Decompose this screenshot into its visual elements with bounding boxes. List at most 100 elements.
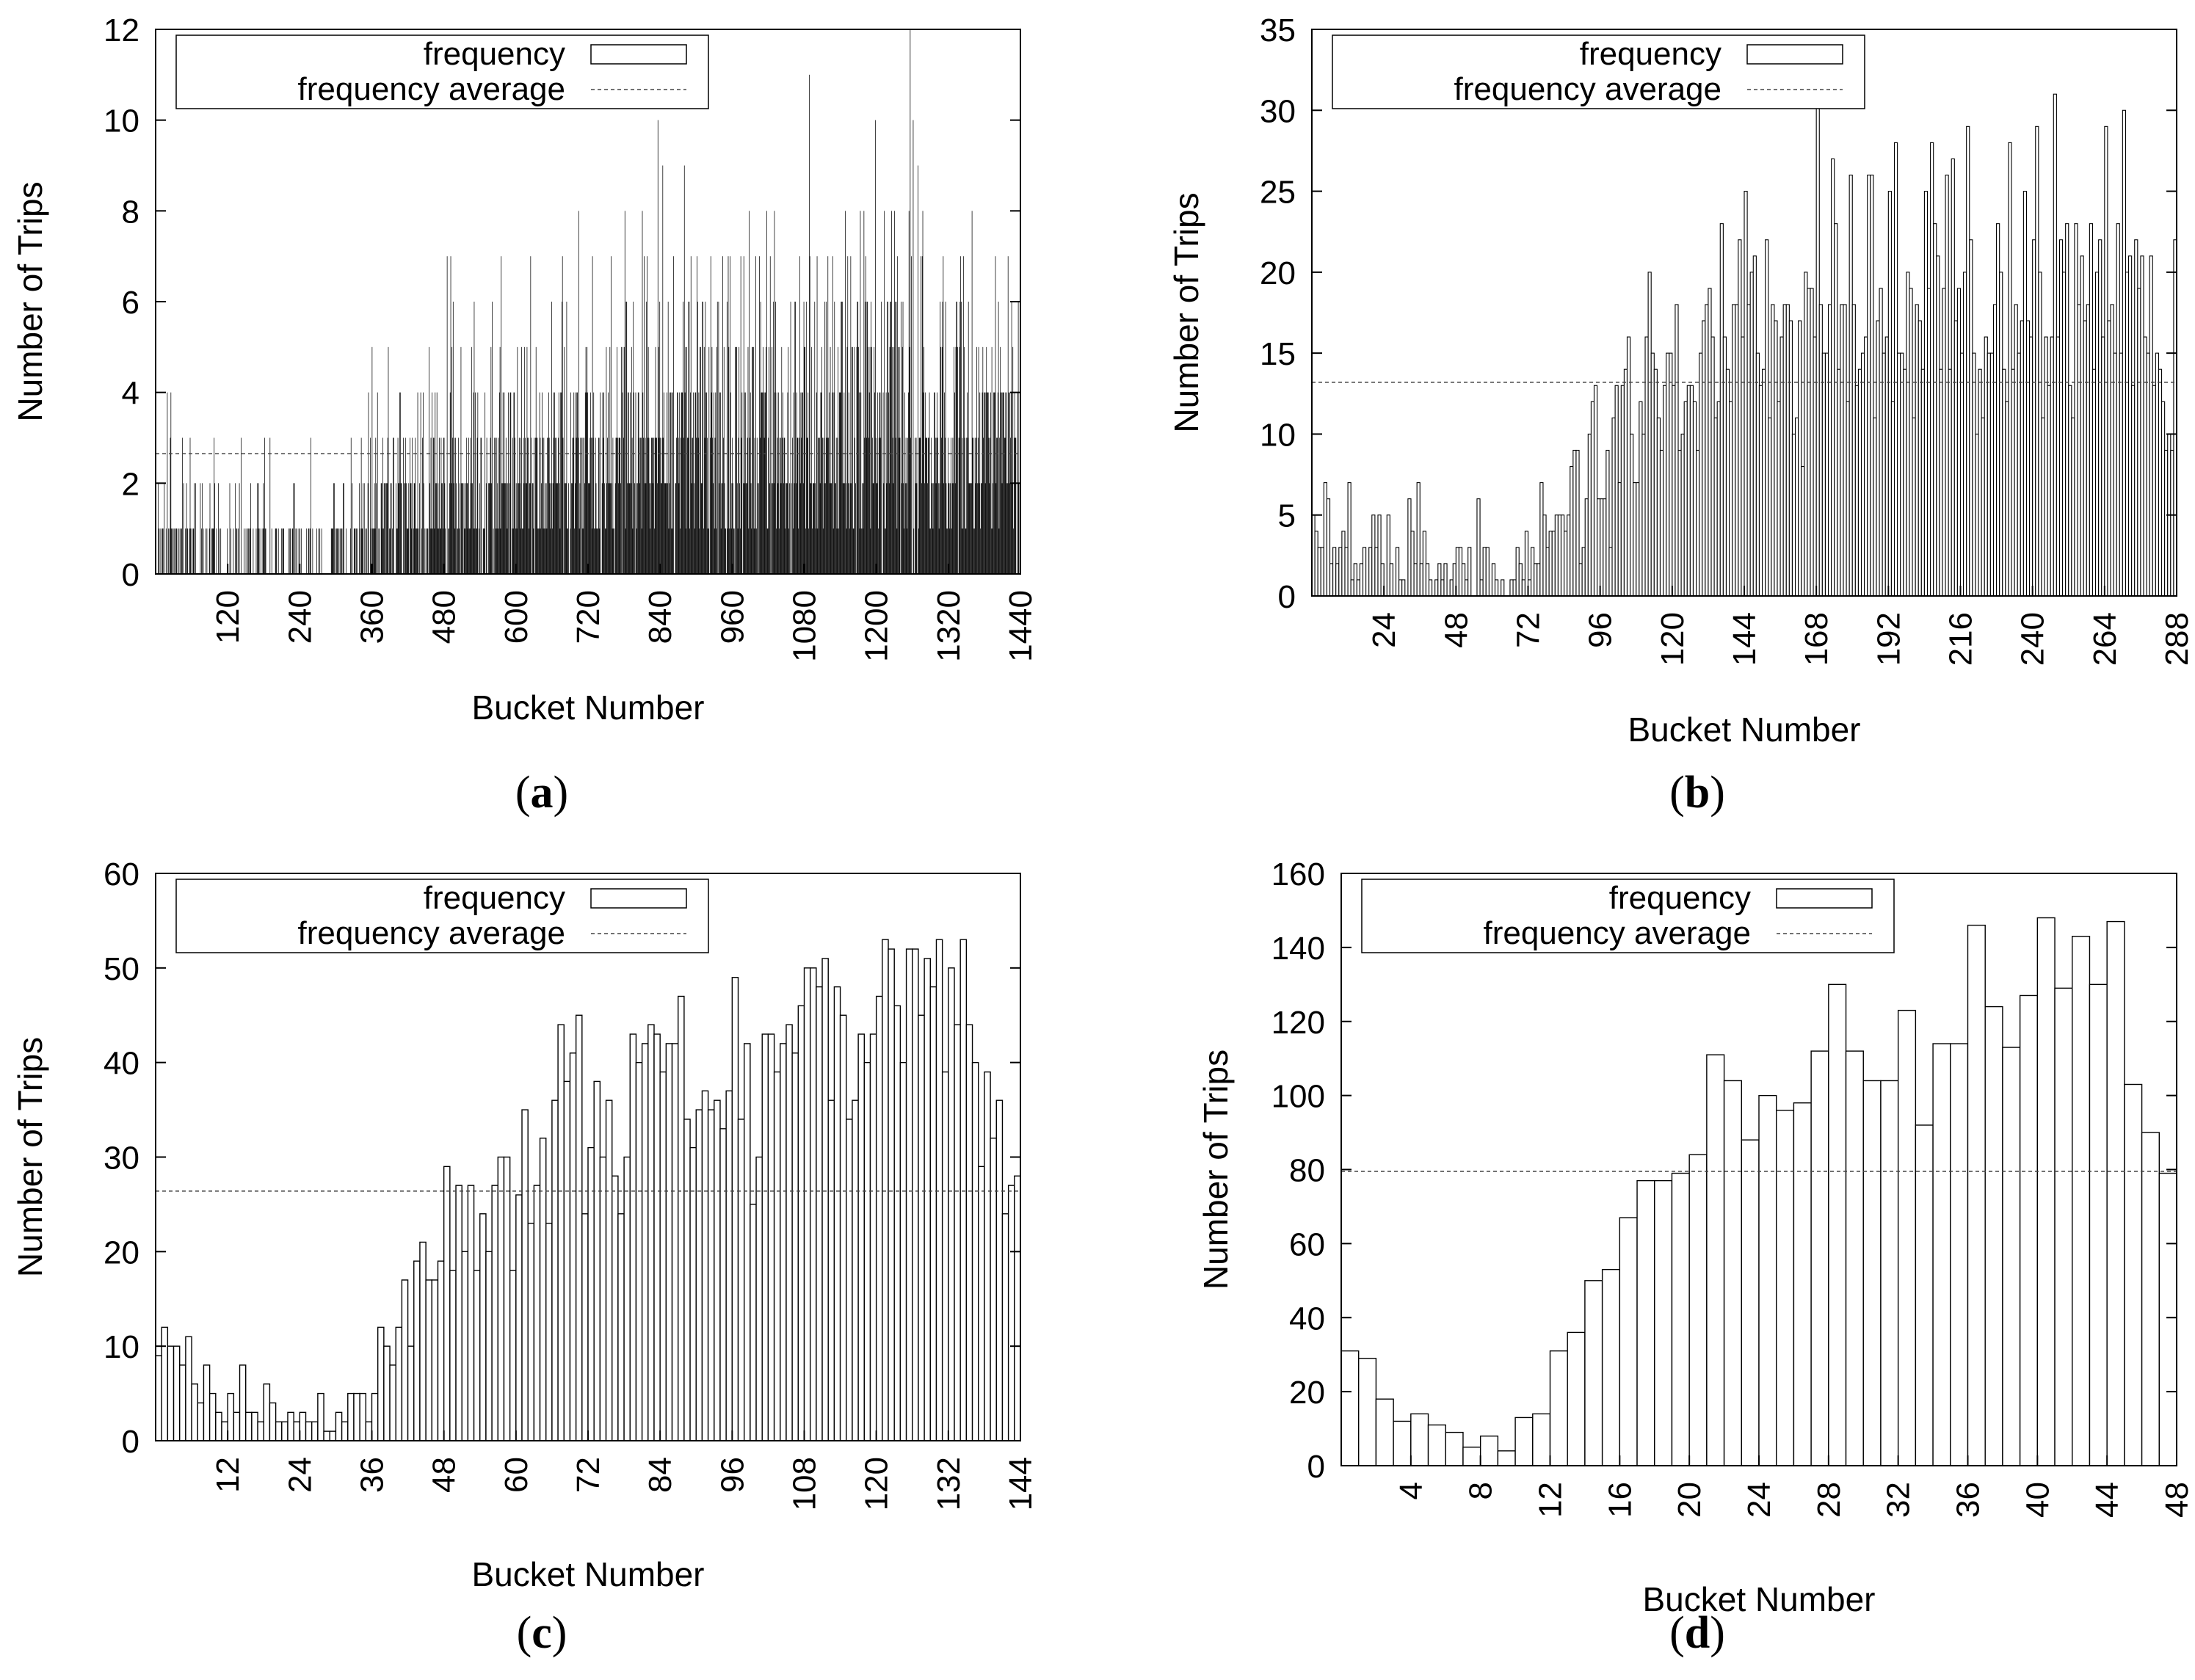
chart-a-bar [841,302,842,574]
chart-a-bar [852,346,853,574]
chart-a-bar [890,302,892,574]
chart-a-bar [984,392,985,574]
chart-a-bar [509,483,510,574]
chart-a-bar [275,528,276,574]
chart-a-bar [682,392,683,574]
chart-a-bar [587,392,588,574]
chart-a-bar [716,302,718,574]
chart-a-bar [769,256,771,574]
chart-a-bar [752,346,754,574]
chart-a-bar [560,392,562,574]
chart-a-bar [649,483,650,574]
chart-b-bar [1608,547,1613,597]
chart-c-bar [888,948,895,1441]
chart-a-bar [421,528,423,574]
chart-a-bar [783,483,784,574]
chart-d-bar [1532,1413,1551,1466]
chart-a-bar [944,437,946,574]
chart-b-bar [1818,304,1823,597]
chart-a-bar [731,483,733,574]
chart-c-bar [948,967,955,1441]
chart-a-bar [637,392,639,574]
chart-a-bar [835,437,837,574]
chart-b-legend-series-label: frequency [1580,36,1721,72]
chart-a-bar [316,528,317,574]
chart-c-bar [341,1421,349,1441]
chart-a-bar [730,392,731,574]
chart-a-bar [723,346,725,574]
chart-d-xtick-label: 20 [1672,1482,1708,1518]
chart-a-bar [872,483,874,574]
chart-a-bar [999,437,1001,574]
chart-a-bar [971,211,973,574]
chart-b-bar [1854,385,1859,597]
chart-a-bar [921,256,923,574]
chart-c-bar [581,1213,589,1441]
chart-c-bar [846,1119,853,1441]
chart-a-bar [837,437,838,574]
chart-a-bar [675,483,677,574]
chart-a-bar [1000,346,1001,574]
chart-b-bar [1362,547,1367,597]
chart-c-bar [701,1090,709,1441]
chart-d-bar [1427,1424,1446,1466]
chart-b-bar [1996,223,2000,597]
chart-a-bar [556,483,558,574]
chart-a-bar [833,392,835,574]
chart-a-bar [405,437,407,574]
chart-a-bar [399,392,401,574]
chart-a-bar [750,392,751,574]
chart-a-bar [920,437,921,574]
chart-a-bar [1007,256,1009,574]
chart-a-bar [711,346,713,574]
chart-c-xtick-label: 60 [498,1457,534,1493]
chart-a-svg: 0 2 4 6 8 10 12 120 240 360 480 600 720 840 960 1080 120… [11,12,1039,727]
chart-b-bar [1659,449,1664,597]
chart-a-bar [913,528,915,574]
chart-a-bar [965,528,967,574]
chart-b-bar [2125,272,2130,597]
chart-a-bar [162,528,164,574]
chart-b-bar [1779,336,1784,597]
chart-d-xtick-label: 40 [2020,1482,2056,1518]
chart-c-bar [329,1430,337,1441]
chart-a-bar [448,528,449,574]
chart-a-bar [430,437,432,574]
chart-a-bar [973,528,974,574]
chart-d-ylabel: Number of Trips [1197,1050,1235,1290]
chart-c-bar [780,1043,787,1441]
chart-a-bar [360,437,362,574]
chart-a-bar [969,483,970,574]
chart-b-bar [1900,352,1904,597]
chart-b-bar [2025,320,2031,597]
chart-b-bar [2005,401,2009,597]
chart-a-bar [515,483,517,574]
chart-a-bar [868,437,869,574]
chart-a-bar [758,483,760,574]
chart-a-bar [792,528,794,574]
chart-a-bar [896,302,897,574]
chart-a-bar [589,483,590,574]
chart-b-xtick-label: 72 [1511,612,1547,648]
chart-a-bar [550,528,551,574]
chart-a-bar [601,483,603,574]
chart-c-xtick-label: 96 [714,1457,750,1493]
chart-a-bar [350,437,352,574]
chart-a-bar [512,437,513,574]
chart-a-bar [982,392,983,574]
chart-a-bar [374,528,376,574]
chart-b-bar [1338,547,1343,597]
chart-c-bar [857,1033,866,1441]
chart-b-bar [1314,531,1318,597]
chart-a-bar [699,528,700,574]
chart-c-bar [485,1251,493,1441]
chart-a-bar [567,528,568,574]
chart-a-bar [918,437,920,574]
chart-b-bar [1738,239,1742,597]
chart-a-bar [851,483,852,574]
chart-a-ytick-label: 2 [122,466,139,502]
chart-a-bar [847,256,849,574]
chart-a-bar [545,483,547,574]
chart-panel-d: 0 20 40 60 80 100 120 140 160 4 8 12 16 20 24 28 32 36 40 4… [1156,844,2195,1680]
chart-a-bar [748,528,750,574]
